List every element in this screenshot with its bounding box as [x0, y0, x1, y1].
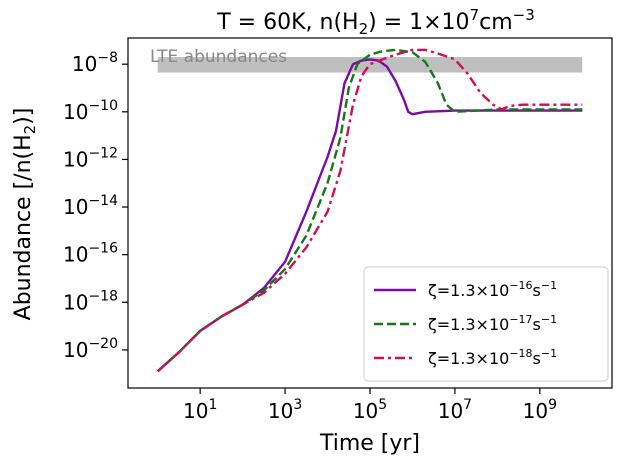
- legend-label-1: ζ=1.3×10−16s−1: [428, 279, 557, 300]
- x-tick-label-2: 103: [268, 397, 302, 423]
- lte-band: [157, 57, 583, 73]
- x-tick-base: 10: [523, 399, 548, 423]
- x-tick-label-4: 107: [438, 397, 472, 423]
- x-tick-exp: 3: [293, 397, 302, 413]
- y-tick-label-2: 10−18: [63, 288, 118, 314]
- legend: ζ=1.3×10−16s−1ζ=1.3×10−17s−1ζ=1.3×10−18s…: [363, 266, 609, 382]
- y-tick-exp: −20: [88, 336, 118, 352]
- chart-title: T = 60K, n(H2) = 1×107cm−3: [216, 6, 535, 38]
- lte-band-label: LTE abundances: [150, 47, 287, 67]
- y-tick-base: 10: [63, 290, 88, 314]
- legend-box: [363, 266, 609, 382]
- y-tick-base: 10: [63, 243, 88, 267]
- y-tick-exp: −8: [97, 50, 118, 66]
- y-tick-exp: −12: [88, 145, 118, 161]
- x-tick-base: 10: [438, 399, 463, 423]
- x-axis-ticks: 101 103 105 107 109: [183, 388, 557, 423]
- x-tick-label-5: 109: [523, 397, 557, 423]
- legend-label-pre: ζ=1.3×10: [428, 349, 509, 368]
- legend-label-unit-exp: −1: [541, 347, 557, 360]
- x-tick-base: 10: [268, 399, 293, 423]
- chart-title-pre: T = 60K, n(H: [216, 10, 358, 35]
- legend-items: ζ=1.3×10−16s−1ζ=1.3×10−17s−1ζ=1.3×10−18s…: [374, 279, 557, 368]
- x-tick-base: 10: [353, 399, 378, 423]
- chart-title-unit-exp: −3: [513, 6, 535, 24]
- x-tick-exp: 1: [208, 397, 217, 413]
- y-tick-label-3: 10−16: [63, 241, 118, 267]
- x-tick-exp: 7: [463, 397, 472, 413]
- legend-label-unit: s: [533, 315, 541, 334]
- legend-label-pre: ζ=1.3×10: [428, 315, 509, 334]
- legend-label-exp: −18: [509, 347, 532, 360]
- chart-title-mid: ) = 1×10: [368, 10, 469, 35]
- x-tick-exp: 5: [378, 397, 387, 413]
- chart-title-unit: cm: [479, 10, 513, 35]
- legend-label-unit-exp: −1: [541, 279, 557, 292]
- y-axis-label-sub: 2: [21, 125, 39, 135]
- y-tick-exp: −18: [88, 288, 118, 304]
- x-axis-label: Time [yr]: [319, 431, 420, 456]
- legend-label-unit: s: [533, 349, 541, 368]
- legend-label-pre: ζ=1.3×10: [428, 281, 509, 300]
- series-line-3: [156, 48, 583, 373]
- x-tick-base: 10: [183, 399, 208, 423]
- y-axis-label-post: )]: [11, 108, 36, 125]
- series-layer: [156, 48, 583, 373]
- legend-label-3: ζ=1.3×10−18s−1: [428, 347, 557, 368]
- x-tick-label-1: 101: [183, 397, 217, 423]
- x-tick-label-3: 105: [353, 397, 387, 423]
- chart-title-exp: 7: [470, 6, 480, 24]
- y-tick-base: 10: [63, 195, 88, 219]
- series-line-2: [156, 48, 583, 373]
- y-axis-label: Abundance [/n(H2)]: [11, 108, 39, 321]
- y-tick-exp: −16: [88, 241, 118, 257]
- legend-label-unit-exp: −1: [541, 313, 557, 326]
- legend-label-unit: s: [533, 281, 541, 300]
- y-tick-label-7: 10−8: [72, 50, 118, 76]
- y-tick-label-6: 10−10: [63, 98, 118, 124]
- y-tick-base: 10: [63, 147, 88, 171]
- y-tick-base: 10: [63, 100, 88, 124]
- legend-label-exp: −17: [509, 313, 532, 326]
- x-tick-exp: 9: [548, 397, 557, 413]
- y-tick-base: 10: [63, 338, 88, 362]
- legend-label-2: ζ=1.3×10−17s−1: [428, 313, 557, 334]
- y-tick-label-1: 10−20: [63, 336, 118, 362]
- y-tick-base: 10: [72, 52, 97, 76]
- y-axis-label-pre: Abundance [/n(H: [11, 134, 36, 320]
- y-tick-label-4: 10−14: [63, 193, 118, 219]
- y-tick-exp: −14: [88, 193, 118, 209]
- y-tick-exp: −10: [88, 98, 118, 114]
- y-tick-label-5: 10−12: [63, 145, 118, 171]
- chart-title-sub: 2: [359, 20, 369, 38]
- legend-label-exp: −16: [509, 279, 532, 292]
